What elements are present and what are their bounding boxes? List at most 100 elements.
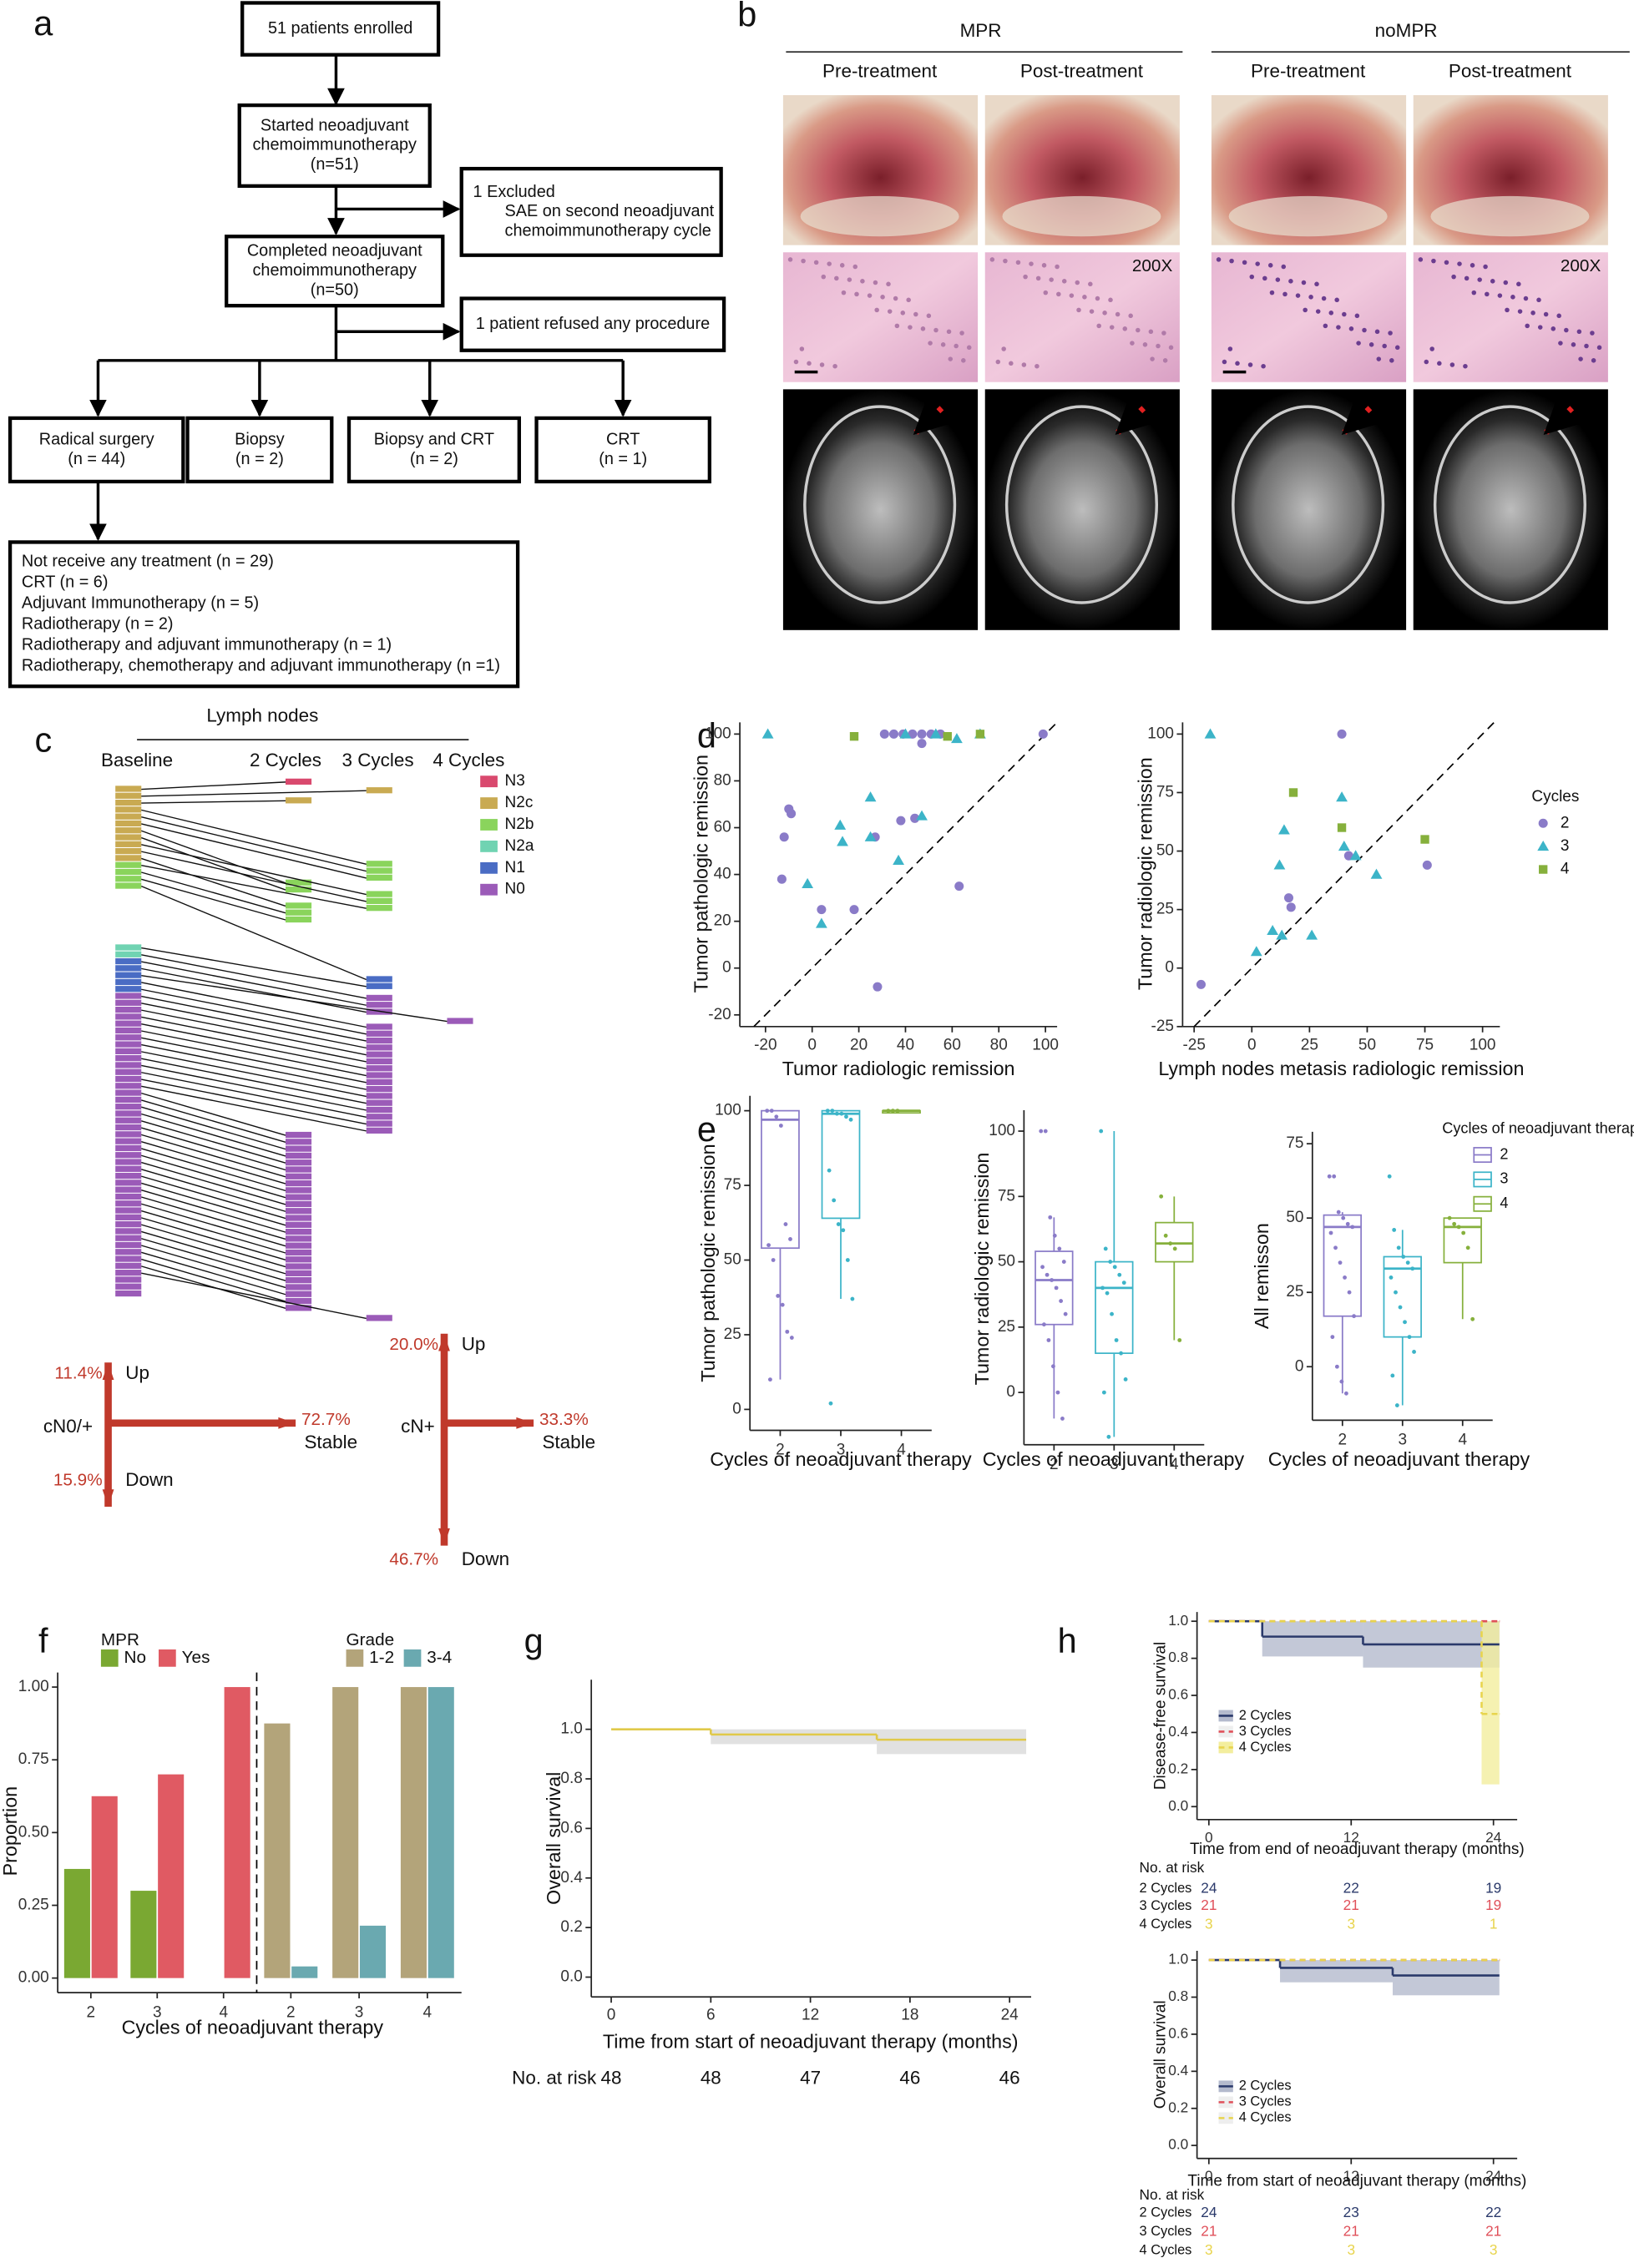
point (1250, 946, 1262, 957)
jitter-point (1172, 1246, 1177, 1251)
patient-cell (115, 972, 142, 978)
y-tick-label: 0 (732, 1400, 741, 1417)
histology-nucleus (1471, 290, 1477, 295)
x-tick-label: 24 (1485, 2168, 1502, 2185)
patient-cell (115, 1172, 142, 1179)
histology-nucleus (1055, 264, 1060, 270)
point (873, 982, 883, 992)
patient-cell (366, 1106, 392, 1114)
point (1422, 860, 1432, 870)
reference-line (753, 721, 1058, 1028)
mri-head (1004, 405, 1158, 604)
y-tick-label: 0.6 (560, 1819, 582, 1836)
jitter-point (839, 1111, 844, 1116)
jitter-point (1452, 1221, 1457, 1226)
x-tick-label: 2 (776, 1442, 785, 1459)
jitter-point (771, 1258, 776, 1262)
jitter-point (1394, 1403, 1399, 1407)
point (879, 729, 889, 739)
patient-link (141, 954, 367, 999)
flow-text: Radiotherapy, chemotherapy and adjuvant … (22, 657, 500, 675)
point (1273, 859, 1286, 870)
c-legend-swatch (480, 819, 498, 831)
histology-nucleus (1229, 258, 1234, 264)
patient-cell (115, 999, 142, 1006)
jitter-point (1112, 1265, 1117, 1270)
histology-nucleus (1089, 309, 1095, 314)
x-tick-label: 0 (1205, 1829, 1213, 1846)
point (837, 836, 848, 846)
patient-link (141, 790, 367, 797)
patient-cell (286, 1221, 312, 1228)
legend-label: 3 Cycles (1239, 1724, 1292, 1739)
x-tick-label: 3 (355, 2003, 364, 2021)
risk-title: No. at risk (1140, 2186, 1205, 2203)
jitter-point (1332, 1174, 1337, 1179)
shift-head (102, 1362, 114, 1380)
patient-cell (115, 1255, 142, 1262)
legend-key (1218, 1741, 1233, 1754)
histology (984, 252, 1180, 382)
histology-nucleus (1227, 346, 1233, 351)
patient-cell (366, 1072, 392, 1078)
risk-value: 3 (1490, 2241, 1498, 2258)
jitter-point (830, 1109, 835, 1114)
histology-nucleus (1216, 257, 1222, 262)
y-tick-label: 25 (998, 1318, 1015, 1336)
jitter-point (1403, 1320, 1407, 1325)
patient-cell (366, 1114, 392, 1120)
panel-label: f (38, 1621, 48, 1660)
histology-nucleus (1150, 356, 1155, 361)
histology-nucleus (1088, 281, 1093, 287)
ci-band (1262, 1621, 1363, 1657)
histology-nucleus (1130, 341, 1135, 346)
patient-link (141, 1092, 286, 1136)
shift-head (516, 1417, 534, 1429)
risk-value: 48 (601, 2068, 622, 2089)
patient-cell (115, 1138, 142, 1144)
x-axis-title: Cycles of neoadjuvant therapy (1268, 1448, 1530, 1470)
legend-marker (1537, 841, 1550, 851)
shift-group: cN+ (401, 1416, 435, 1437)
risk-row-label: 2 Cycles (1140, 1881, 1192, 1896)
jitter-point (1394, 1290, 1398, 1295)
y-tick-label: 40 (714, 866, 731, 883)
patient-cell (115, 957, 142, 965)
legend-key (1218, 2112, 1233, 2124)
bar (158, 1774, 185, 1978)
patient-cell (366, 861, 392, 867)
histology-nucleus (1029, 261, 1034, 266)
histology-nucleus (1015, 260, 1021, 265)
x-axis-title: Cycles of neoadjuvant therapy (710, 1448, 972, 1470)
histology-nucleus (913, 311, 918, 317)
jitter-point (1099, 1129, 1104, 1134)
patient-link (141, 1258, 286, 1302)
patient-cell (286, 1284, 312, 1291)
histology-nucleus (813, 260, 819, 265)
panel-label: c (34, 720, 52, 759)
jitter-point (766, 1243, 771, 1248)
c-legend-swatch (480, 797, 498, 809)
risk-row-label: 4 Cycles (1140, 2243, 1192, 2258)
c-column: 3 Cycles (342, 750, 414, 770)
x-tick-label: 4 (1458, 1432, 1467, 1449)
histology-nucleus (1249, 274, 1255, 280)
x-tick-label: 4 (219, 2003, 228, 2021)
jitter-point (1051, 1364, 1055, 1369)
risk-row-label: 3 Cycles (1140, 2224, 1192, 2239)
flow-text: Radiotherapy and adjuvant immunotherapy … (22, 636, 392, 654)
legend-label: 3 (1500, 1170, 1508, 1187)
x-tick-label: 12 (802, 2007, 819, 2024)
patient-cell (286, 1297, 312, 1305)
histology-nucleus (1003, 258, 1008, 264)
panel-label: h (1058, 1621, 1077, 1660)
x-tick-label: 60 (943, 1036, 961, 1053)
jitter-point (780, 1302, 785, 1307)
point (916, 810, 928, 821)
legend-label: 3-4 (427, 1648, 452, 1667)
jitter-point (1159, 1194, 1164, 1199)
c-legend-swatch (480, 841, 498, 852)
legend-label: 4 Cycles (1239, 2110, 1292, 2125)
patient-cell (366, 1315, 392, 1321)
panel-label: e (697, 1109, 716, 1149)
